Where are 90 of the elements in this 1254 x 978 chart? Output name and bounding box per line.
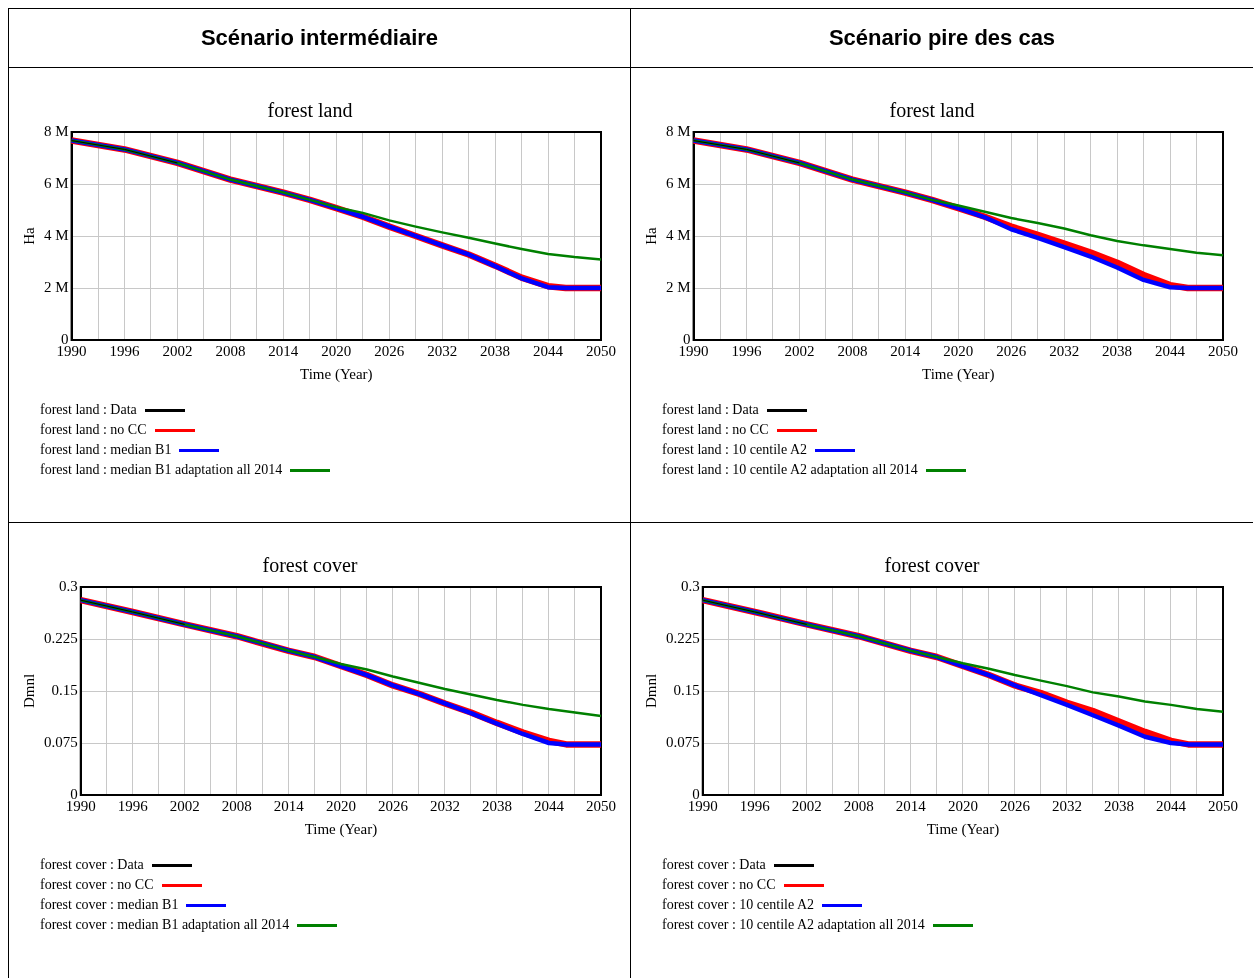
y-tick-label: 2 M [43, 278, 69, 295]
legend-label: forest cover : no CC [662, 877, 776, 893]
legend-label: forest cover : 10 centile A2 adaptation all 2014 [662, 917, 925, 933]
legend-label: forest land : median B1 [40, 442, 172, 458]
chart-title: forest land [889, 99, 975, 122]
x-tick-label: 2038 [480, 342, 511, 359]
x-axis-title: Time (Year) [926, 820, 1000, 838]
x-tick-label: 2050 [1208, 797, 1238, 814]
y-tick-label: 0.225 [44, 629, 78, 646]
y-tick-label: 0.225 [666, 629, 700, 646]
legend-label: forest land : no CC [662, 422, 769, 438]
chart-subtitle: Scénario pire des cas [631, 9, 1253, 68]
x-tick-label: 2014 [273, 797, 305, 814]
x-tick-label: 2008 [215, 342, 246, 359]
x-tick-label: 2044 [533, 797, 565, 814]
y-axis-title: Dmnl [20, 673, 37, 709]
legend-label: forest cover : Data [40, 857, 144, 873]
x-tick-label: 2002 [162, 342, 193, 359]
x-tick-label: 2002 [169, 797, 200, 814]
x-tick-label: 2032 [427, 342, 458, 359]
y-tick-label: 2 M [665, 278, 691, 295]
y-tick-label: 0.3 [681, 577, 700, 594]
chart-title: forest cover [262, 554, 358, 577]
x-tick-label: 2026 [999, 797, 1031, 814]
x-axis-title: Time (Year) [300, 365, 373, 383]
x-tick-label: 2044 [1155, 797, 1187, 814]
x-tick-label: 2038 [1103, 797, 1134, 814]
x-tick-label: 2032 [429, 797, 460, 814]
x-tick-label: 2044 [1155, 342, 1186, 359]
x-tick-label: 1996 [117, 797, 149, 814]
chart-title: forest cover [884, 554, 980, 577]
x-tick-label: 2002 [791, 797, 822, 814]
x-axis-title: Time (Year) [922, 365, 995, 383]
chart-subtitle: Scénario intermédiaire [9, 9, 630, 68]
y-tick-label: 8 M [665, 122, 691, 139]
x-tick-label: 2008 [843, 797, 874, 814]
y-tick-label: 4 M [665, 226, 691, 243]
x-tick-label: 2050 [586, 342, 616, 359]
y-tick-label: 6 M [665, 174, 691, 191]
x-tick-label: 2050 [1208, 342, 1238, 359]
y-tick-label: 0 [683, 330, 691, 347]
y-axis-title: Ha [642, 226, 659, 245]
chart-title: forest land [267, 99, 353, 122]
legend-label: forest cover : 10 centile A2 [662, 897, 815, 913]
x-axis-title: Time (Year) [304, 820, 378, 838]
legend-label: forest land : median B1 adaptation all 2014 [40, 462, 283, 478]
y-tick-label: 0 [70, 785, 78, 802]
x-tick-label: 2014 [268, 342, 299, 359]
legend-label: forest land : Data [662, 402, 759, 418]
y-axis-title: Ha [20, 226, 37, 245]
x-tick-label: 2026 [374, 342, 405, 359]
x-tick-label: 2008 [837, 342, 868, 359]
x-tick-label: 2008 [221, 797, 252, 814]
x-tick-label: 2020 [947, 797, 978, 814]
x-tick-label: 2020 [325, 797, 356, 814]
x-tick-label: 2032 [1049, 342, 1080, 359]
y-tick-label: 0.15 [51, 681, 78, 698]
legend-label: forest land : 10 centile A2 [662, 442, 808, 458]
legend-label: forest cover : median B1 adaptation all 2014 [40, 917, 290, 933]
legend-label: forest land : no CC [40, 422, 147, 438]
x-tick-label: 2020 [321, 342, 352, 359]
x-tick-label: 1996 [731, 342, 763, 359]
y-tick-label: 8 M [43, 122, 69, 139]
x-tick-label: 2026 [996, 342, 1027, 359]
legend-label: forest cover : no CC [40, 877, 154, 893]
y-tick-label: 0.075 [44, 733, 78, 750]
x-tick-label: 2002 [784, 342, 815, 359]
x-tick-label: 2038 [1102, 342, 1133, 359]
y-axis-title: Dmnl [642, 673, 659, 709]
x-tick-label: 2050 [586, 797, 616, 814]
y-tick-label: 6 M [43, 174, 69, 191]
x-tick-label: 2038 [481, 797, 512, 814]
x-tick-label: 2014 [895, 797, 927, 814]
legend-label: forest cover : median B1 [40, 897, 179, 913]
y-tick-label: 0 [61, 330, 69, 347]
x-tick-label: 2020 [943, 342, 974, 359]
y-tick-label: 0 [692, 785, 700, 802]
x-tick-label: 2032 [1051, 797, 1082, 814]
legend-label: forest land : Data [40, 402, 137, 418]
legend-label: forest cover : Data [662, 857, 766, 873]
y-tick-label: 0.075 [666, 733, 700, 750]
x-tick-label: 1996 [739, 797, 771, 814]
y-tick-label: 0.15 [673, 681, 700, 698]
x-tick-label: 2044 [533, 342, 564, 359]
x-tick-label: 2014 [890, 342, 921, 359]
y-tick-label: 0.3 [59, 577, 78, 594]
x-tick-label: 1996 [109, 342, 141, 359]
x-tick-label: 2026 [377, 797, 409, 814]
y-tick-label: 4 M [43, 226, 69, 243]
legend-label: forest land : 10 centile A2 adaptation all 2014 [662, 462, 918, 478]
